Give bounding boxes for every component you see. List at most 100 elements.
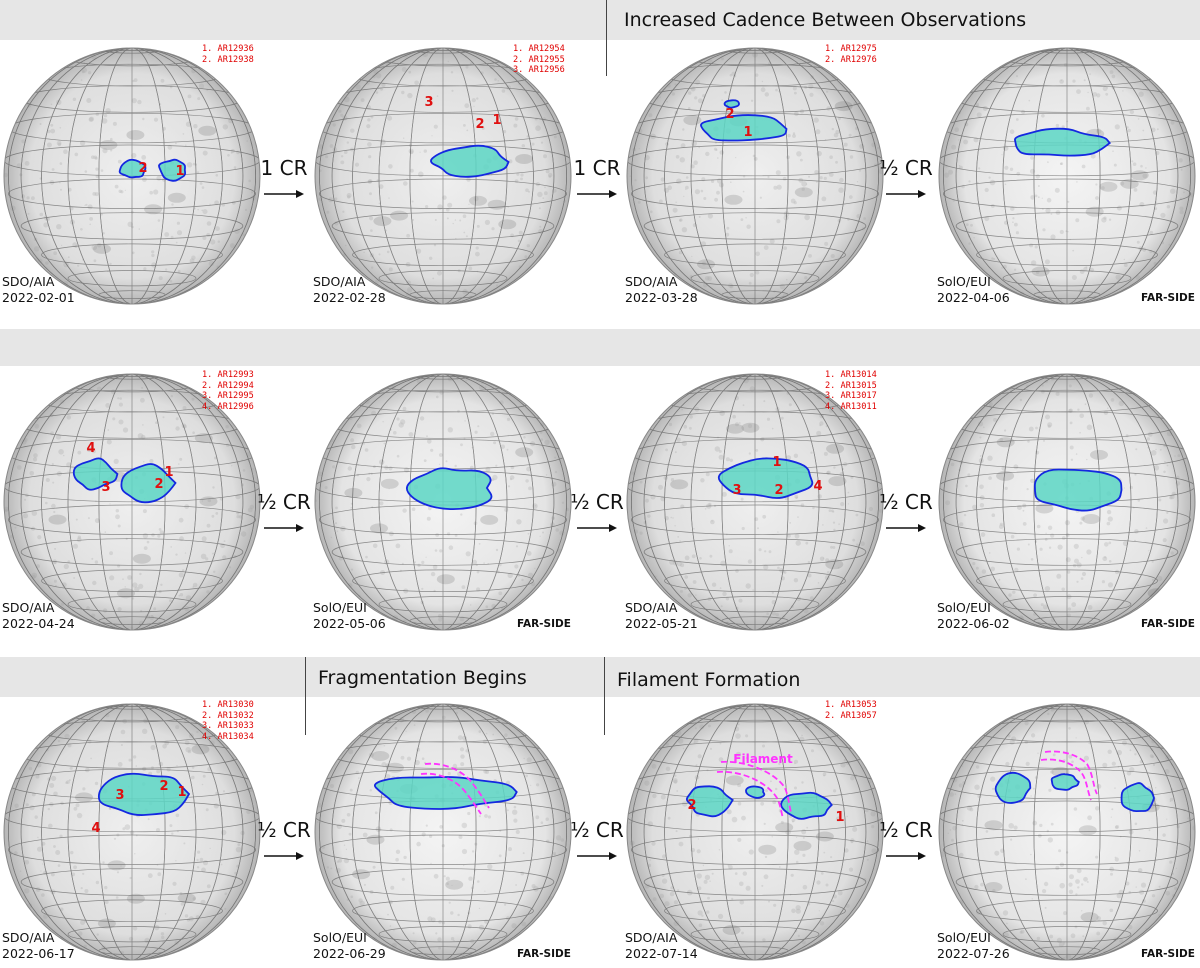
region-number: 3: [115, 788, 124, 803]
instrument-label: SolO/EUI: [937, 600, 991, 615]
right-arrow-icon: [577, 520, 617, 532]
active-region-entry: 2. AR12938: [202, 54, 254, 65]
region-number: 3: [424, 95, 433, 110]
band-title-cadence: Increased Cadence Between Observations: [624, 9, 1027, 31]
band-title-filament: Filament Formation: [617, 669, 801, 691]
region-number: 1: [835, 810, 844, 825]
active-region-list: 1. AR13053 2. AR13057: [825, 700, 877, 721]
date-label: 2022-05-06: [313, 616, 386, 631]
instrument-label: SolO/EUI: [937, 930, 991, 945]
header-divider-3: [604, 657, 605, 735]
date-label: 2022-06-02: [937, 616, 1010, 631]
date-label: 2022-06-29: [313, 946, 386, 961]
active-region-entry: 1. AR13030: [202, 700, 254, 710]
date-label: 2022-04-06: [937, 290, 1010, 305]
carrington-step-label: ½ CR: [570, 490, 624, 514]
active-region-entry: 3. AR12956: [513, 65, 565, 75]
solar-disk-image: [938, 47, 1196, 305]
active-region-entry: 1. AR12954: [513, 44, 565, 54]
instrument-label: SDO/AIA: [2, 600, 55, 615]
right-arrow-icon: [577, 186, 617, 198]
region-number: 2: [475, 117, 484, 132]
header-divider-1: [606, 0, 607, 76]
instrument-label: SolO/EUI: [937, 274, 991, 289]
carrington-step-label: ½ CR: [570, 818, 624, 842]
header-band-2: [0, 329, 1200, 366]
region-number: 3: [732, 483, 741, 498]
instrument-label: SolO/EUI: [313, 600, 367, 615]
active-region-list: 1. AR13014 2. AR13015 3. AR13017 4. AR13011: [825, 370, 877, 412]
carrington-step-label: ½ CR: [257, 490, 311, 514]
solar-disk-image: 3 2 1: [314, 47, 572, 305]
region-number: 4: [813, 479, 822, 494]
region-number: 1: [772, 455, 781, 470]
carrington-step-label: ½ CR: [257, 818, 311, 842]
solar-disk-image: 2 1 Filament: [626, 703, 884, 961]
filament-marker: [1040, 750, 1098, 801]
active-region-contour: [700, 114, 788, 142]
instrument-label: SolO/EUI: [313, 930, 367, 945]
date-label: 2022-03-28: [625, 290, 698, 305]
carrington-step-label: 1 CR: [573, 156, 621, 180]
far-side-label: FAR-SIDE: [517, 948, 571, 960]
region-number: 4: [91, 821, 100, 836]
active-region-entry: 3. AR13017: [825, 391, 877, 401]
far-side-label: FAR-SIDE: [1141, 618, 1195, 630]
region-number: 2: [725, 107, 734, 122]
region-number: 1: [175, 164, 184, 179]
active-region-contour: [430, 144, 510, 178]
instrument-label: SDO/AIA: [625, 930, 678, 945]
instrument-label: SDO/AIA: [625, 600, 678, 615]
active-region-list: 1. AR12993 2. AR12994 3. AR12995 4. AR12996: [202, 370, 254, 412]
active-region-contour: [723, 99, 740, 109]
active-region-contour: [717, 457, 814, 499]
region-number: 1: [177, 785, 186, 800]
active-region-contour: [994, 771, 1032, 804]
active-region-entry: 2. AR12955: [513, 54, 565, 65]
instrument-label: SDO/AIA: [2, 930, 55, 945]
solar-disk-image: [938, 703, 1196, 961]
active-region-list: 1. AR12975 2. AR12976: [825, 44, 877, 65]
region-number: 1: [492, 113, 501, 128]
header-divider-2: [305, 657, 306, 735]
solar-disk-image: 21: [626, 47, 884, 305]
region-number: 2: [159, 779, 168, 794]
date-label: 2022-02-28: [313, 290, 386, 305]
solar-disk-panel: 2 1 Filament: [625, 702, 885, 962]
active-region-entry: 1. AR12993: [202, 370, 254, 380]
region-number: 4: [86, 441, 95, 456]
active-region-entry: 3. AR13033: [202, 721, 254, 731]
date-label: 2022-06-17: [2, 946, 75, 961]
region-number: 1: [164, 465, 173, 480]
date-label: 2022-04-24: [2, 616, 75, 631]
right-arrow-icon: [264, 520, 304, 532]
solar-disk-image: 4 3 21: [3, 373, 261, 631]
active-region-entry: 1. AR12936: [202, 44, 254, 54]
header-band-1: [0, 0, 1200, 40]
active-region-entry: 4. AR13011: [825, 401, 877, 412]
region-number: 2: [687, 798, 696, 813]
active-region-entry: 2. AR13032: [202, 710, 254, 721]
active-region-contour: [1050, 773, 1080, 791]
instrument-label: SDO/AIA: [2, 274, 55, 289]
active-region-contour: [745, 785, 766, 799]
active-region-entry: 1. AR13053: [825, 700, 877, 710]
right-arrow-icon: [264, 186, 304, 198]
far-side-label: FAR-SIDE: [1141, 948, 1195, 960]
carrington-step-label: ½ CR: [879, 156, 933, 180]
active-region-list: 1. AR12936 2. AR12938: [202, 44, 254, 65]
carrington-step-label: ½ CR: [879, 490, 933, 514]
band-title-fragmentation: Fragmentation Begins: [318, 667, 527, 689]
active-region-entry: 4. AR12996: [202, 401, 254, 412]
solar-disk-image: [938, 373, 1196, 631]
solar-disk-image: [314, 703, 572, 961]
active-region-contour: [406, 467, 493, 511]
far-side-label: FAR-SIDE: [1141, 292, 1195, 304]
carrington-step-label: ½ CR: [879, 818, 933, 842]
active-region-entry: 1. AR12975: [825, 44, 877, 54]
instrument-label: SDO/AIA: [313, 274, 366, 289]
active-region-contour: [1120, 782, 1155, 813]
